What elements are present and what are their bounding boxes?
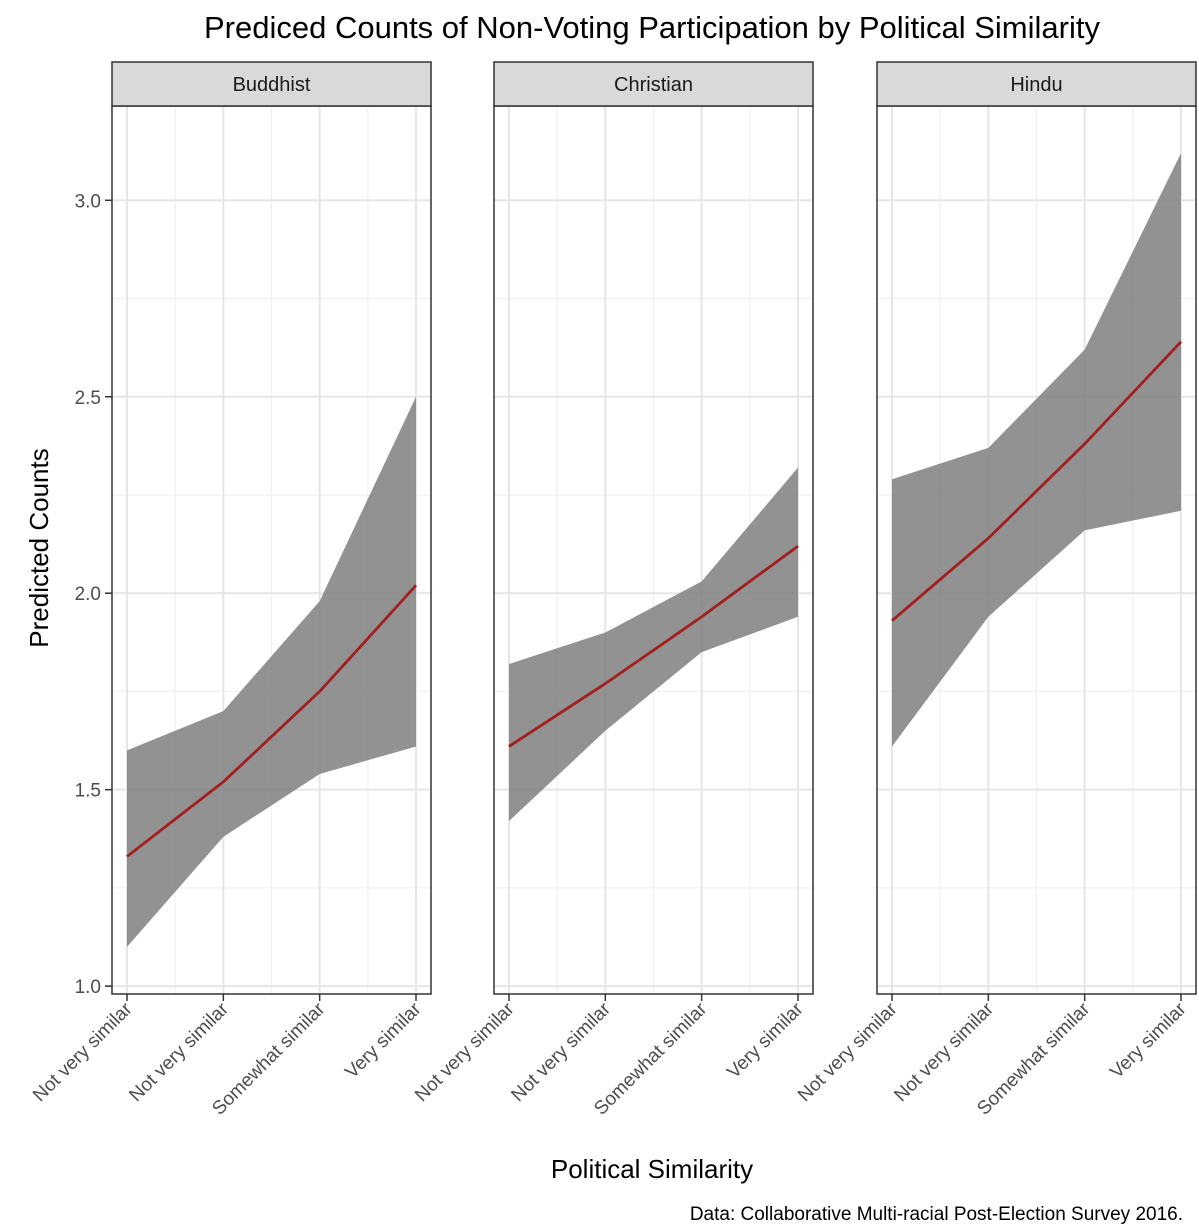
y-tick-label: 3.0 xyxy=(75,191,101,212)
x-tick-label: Not very similar xyxy=(125,998,233,1106)
confidence-ribbon-buddhist xyxy=(127,396,416,947)
prediction-line-hindu xyxy=(891,340,1183,622)
y-axis: 1.0 1.5 2.0 2.5 3.0 xyxy=(75,191,112,998)
chart-title: Prediced Counts of Non-Voting Participat… xyxy=(204,10,1100,45)
x-tick-label: Not very similar xyxy=(507,998,615,1106)
confidence-ribbon-christian xyxy=(509,467,798,822)
x-tick-label: Not very similar xyxy=(890,998,998,1106)
prediction-line-christian xyxy=(508,544,799,748)
y-tick-label: 1.0 xyxy=(75,977,101,998)
x-tick-label: Very similar xyxy=(723,998,808,1083)
x-tick-label: Not very similar xyxy=(411,998,519,1106)
y-tick-label: 1.5 xyxy=(75,781,101,802)
x-tick-label: Very similar xyxy=(1106,998,1191,1083)
y-axis-title: Predicted Counts xyxy=(24,448,54,647)
x-tick-label: Very similar xyxy=(341,998,426,1083)
x-tick-label: Not very similar xyxy=(29,998,137,1106)
facet-strip xyxy=(493,61,814,107)
x-axis-title: Political Similarity xyxy=(551,1154,753,1184)
facet-strip-label: Buddhist xyxy=(233,74,311,96)
y-tick-label: 2.5 xyxy=(75,388,101,409)
facet-strip xyxy=(111,61,432,107)
y-tick-label: 2.0 xyxy=(75,584,101,605)
facet-strip-label: Christian xyxy=(614,74,693,96)
facet-strip-label: Hindu xyxy=(1010,74,1062,96)
facet-strip xyxy=(876,61,1197,107)
chart-caption: Data: Collaborative Multi-racial Post-El… xyxy=(690,1204,1183,1225)
x-tick-label: Not very similar xyxy=(794,998,902,1106)
prediction-line-buddhist xyxy=(126,584,418,858)
confidence-ribbon-hindu xyxy=(892,153,1181,747)
